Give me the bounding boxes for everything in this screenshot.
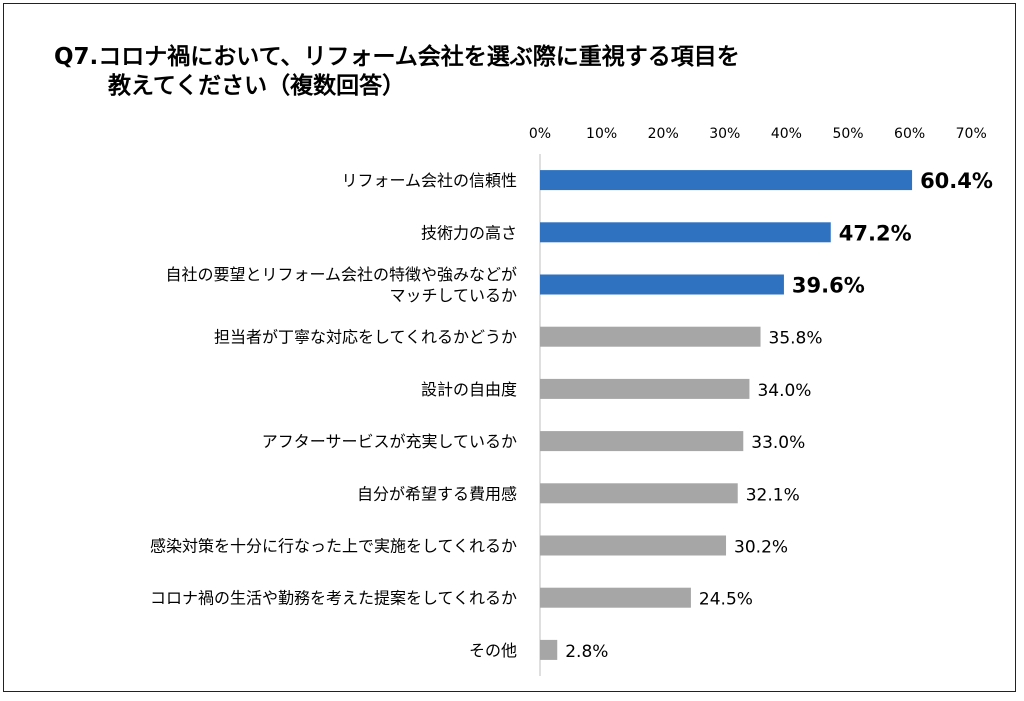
data-label: 32.1% bbox=[746, 485, 800, 505]
bar bbox=[540, 431, 744, 452]
category-label: 感染対策を十分に行なった上で実施をしてくれるか bbox=[150, 537, 517, 556]
data-label: 60.4% bbox=[920, 169, 993, 193]
x-tick-label: 0% bbox=[529, 126, 551, 142]
x-tick-label: 10% bbox=[586, 126, 617, 142]
data-label: 30.2% bbox=[734, 538, 788, 558]
x-tick-label: 40% bbox=[771, 126, 802, 142]
x-tick-label: 70% bbox=[956, 126, 987, 142]
category-label: アフターサービスが充実しているか bbox=[262, 432, 517, 451]
x-tick-label: 30% bbox=[709, 126, 740, 142]
bar bbox=[540, 639, 558, 660]
bar bbox=[540, 170, 913, 191]
data-label: 39.6% bbox=[792, 274, 865, 298]
bar bbox=[540, 378, 750, 399]
bar bbox=[540, 535, 727, 556]
bar bbox=[540, 222, 831, 243]
category-label: 自社の要望とリフォーム会社の特徴や強みなどが bbox=[165, 265, 517, 284]
chart-title-line-1: Q7.コロナ禍において、リフォーム会社を選ぶ際に重視する項目を bbox=[54, 44, 740, 70]
category-label: 設計の自由度 bbox=[421, 380, 517, 399]
data-label: 47.2% bbox=[839, 221, 912, 245]
category-label: リフォーム会社の信頼性 bbox=[341, 171, 517, 190]
data-label: 33.0% bbox=[751, 433, 805, 453]
x-tick-label: 60% bbox=[894, 126, 925, 142]
bar bbox=[540, 483, 738, 504]
chart-frame bbox=[3, 3, 1016, 692]
chart-title-line-2: 教えてください（複数回答） bbox=[108, 73, 406, 99]
data-label: 35.8% bbox=[769, 329, 823, 349]
data-label: 24.5% bbox=[699, 590, 753, 610]
category-label: マッチしているか bbox=[389, 286, 517, 305]
bar bbox=[540, 587, 691, 608]
bar bbox=[540, 326, 761, 347]
category-label: その他 bbox=[469, 641, 517, 660]
category-label: 自分が希望する費用感 bbox=[357, 484, 517, 503]
category-label: コロナ禍の生活や勤務を考えた提案をしてくれるか bbox=[150, 589, 517, 608]
x-tick-label: 20% bbox=[648, 126, 679, 142]
category-label: 技術力の高さ bbox=[421, 223, 517, 242]
data-label: 34.0% bbox=[757, 381, 811, 401]
category-label: 担当者が丁寧な対応をしてくれるかどうか bbox=[214, 328, 517, 347]
data-label: 2.8% bbox=[565, 642, 608, 662]
x-tick-label: 50% bbox=[832, 126, 863, 142]
bar bbox=[540, 274, 784, 295]
